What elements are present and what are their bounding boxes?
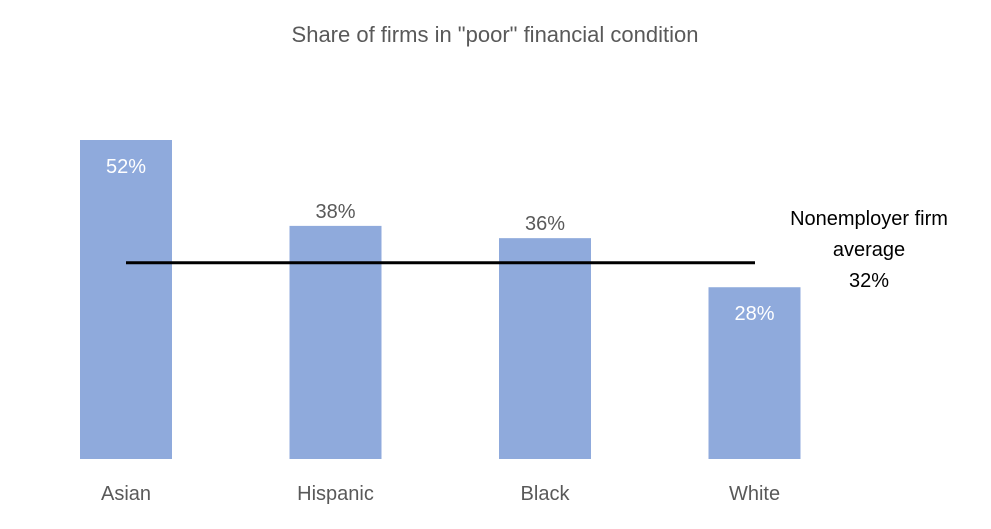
chart-title: Share of firms in "poor" financial condi… bbox=[292, 22, 699, 47]
bar-hispanic bbox=[289, 225, 382, 459]
reference-label-line-2: average bbox=[833, 239, 905, 261]
category-label-white: White bbox=[729, 483, 780, 505]
category-label-asian: Asian bbox=[101, 483, 151, 505]
category-label-hispanic: Hispanic bbox=[297, 483, 374, 505]
value-label-white: 28% bbox=[734, 303, 774, 325]
bar-black bbox=[499, 238, 591, 459]
reference-label-line-3: 32% bbox=[849, 270, 889, 292]
bar-asian bbox=[80, 140, 172, 459]
value-label-hispanic: 38% bbox=[315, 201, 355, 223]
value-label-black: 36% bbox=[525, 213, 565, 235]
value-label-asian: 52% bbox=[106, 156, 146, 178]
bar-white bbox=[708, 287, 801, 459]
category-label-black: Black bbox=[521, 483, 571, 505]
bars-group: 52% Asian 38% Hispanic 36% Black 28% White bbox=[80, 140, 801, 505]
reference-line-group: Nonemployer firm average 32% bbox=[126, 208, 948, 292]
reference-label-line-1: Nonemployer firm bbox=[790, 208, 948, 230]
